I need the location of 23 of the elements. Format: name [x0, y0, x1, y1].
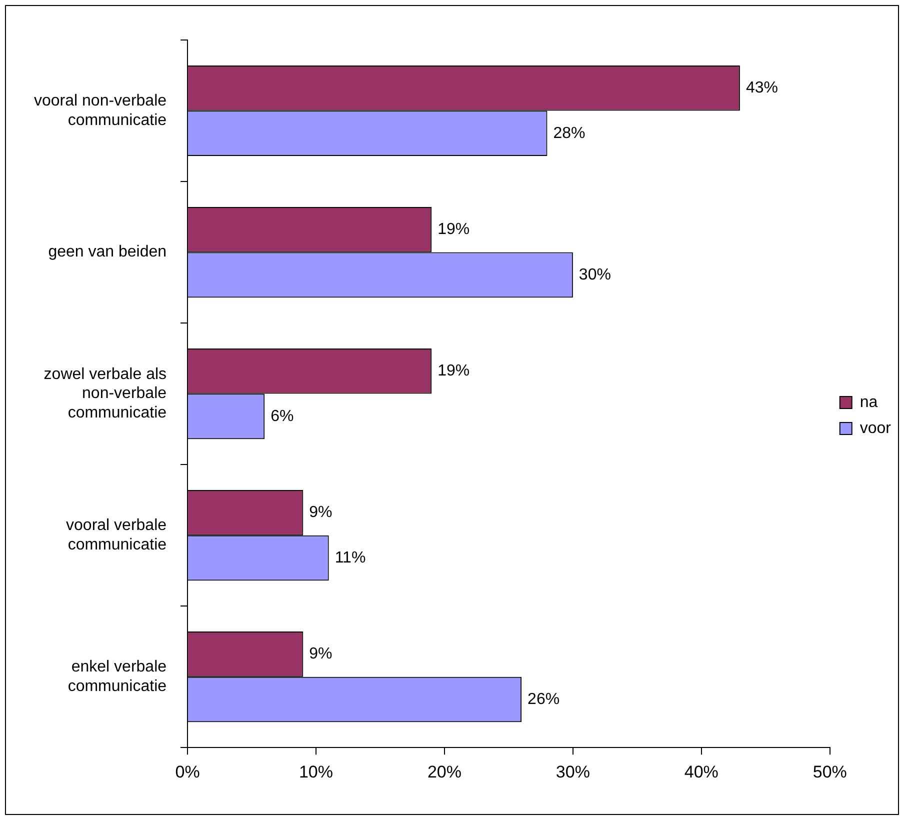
data-label: 30% [578, 266, 611, 284]
x-tick-label: 20% [427, 762, 462, 782]
legend-label: voor [860, 420, 892, 437]
data-label: 9% [309, 504, 332, 522]
y-tick-label: vooral non-verbale communicatie [34, 92, 167, 129]
y-tick-label: enkel verbale communicatie [68, 658, 167, 695]
x-tick-label: 30% [556, 762, 590, 782]
data-label: 28% [553, 124, 586, 142]
x-tick-label: 0% [175, 762, 200, 782]
data-label: 11% [334, 549, 366, 566]
x-tick-label: 40% [684, 762, 718, 782]
data-label: 43% [746, 80, 778, 97]
data-label: 19% [438, 362, 470, 380]
y-tick-label: geen van beiden [48, 244, 167, 261]
data-label: 26% [528, 690, 560, 708]
data-label: 19% [438, 221, 470, 238]
x-tick-label: 10% [298, 762, 334, 782]
data-label: 6% [270, 408, 294, 425]
y-tick-label: zowel verbale als non-verbale communicatie [44, 366, 167, 422]
legend-label: na [860, 394, 878, 411]
y-tick-label: vooral verbale communicatie [66, 517, 167, 554]
data-label: 9% [309, 646, 332, 663]
x-tick-label: 50% [812, 762, 847, 782]
